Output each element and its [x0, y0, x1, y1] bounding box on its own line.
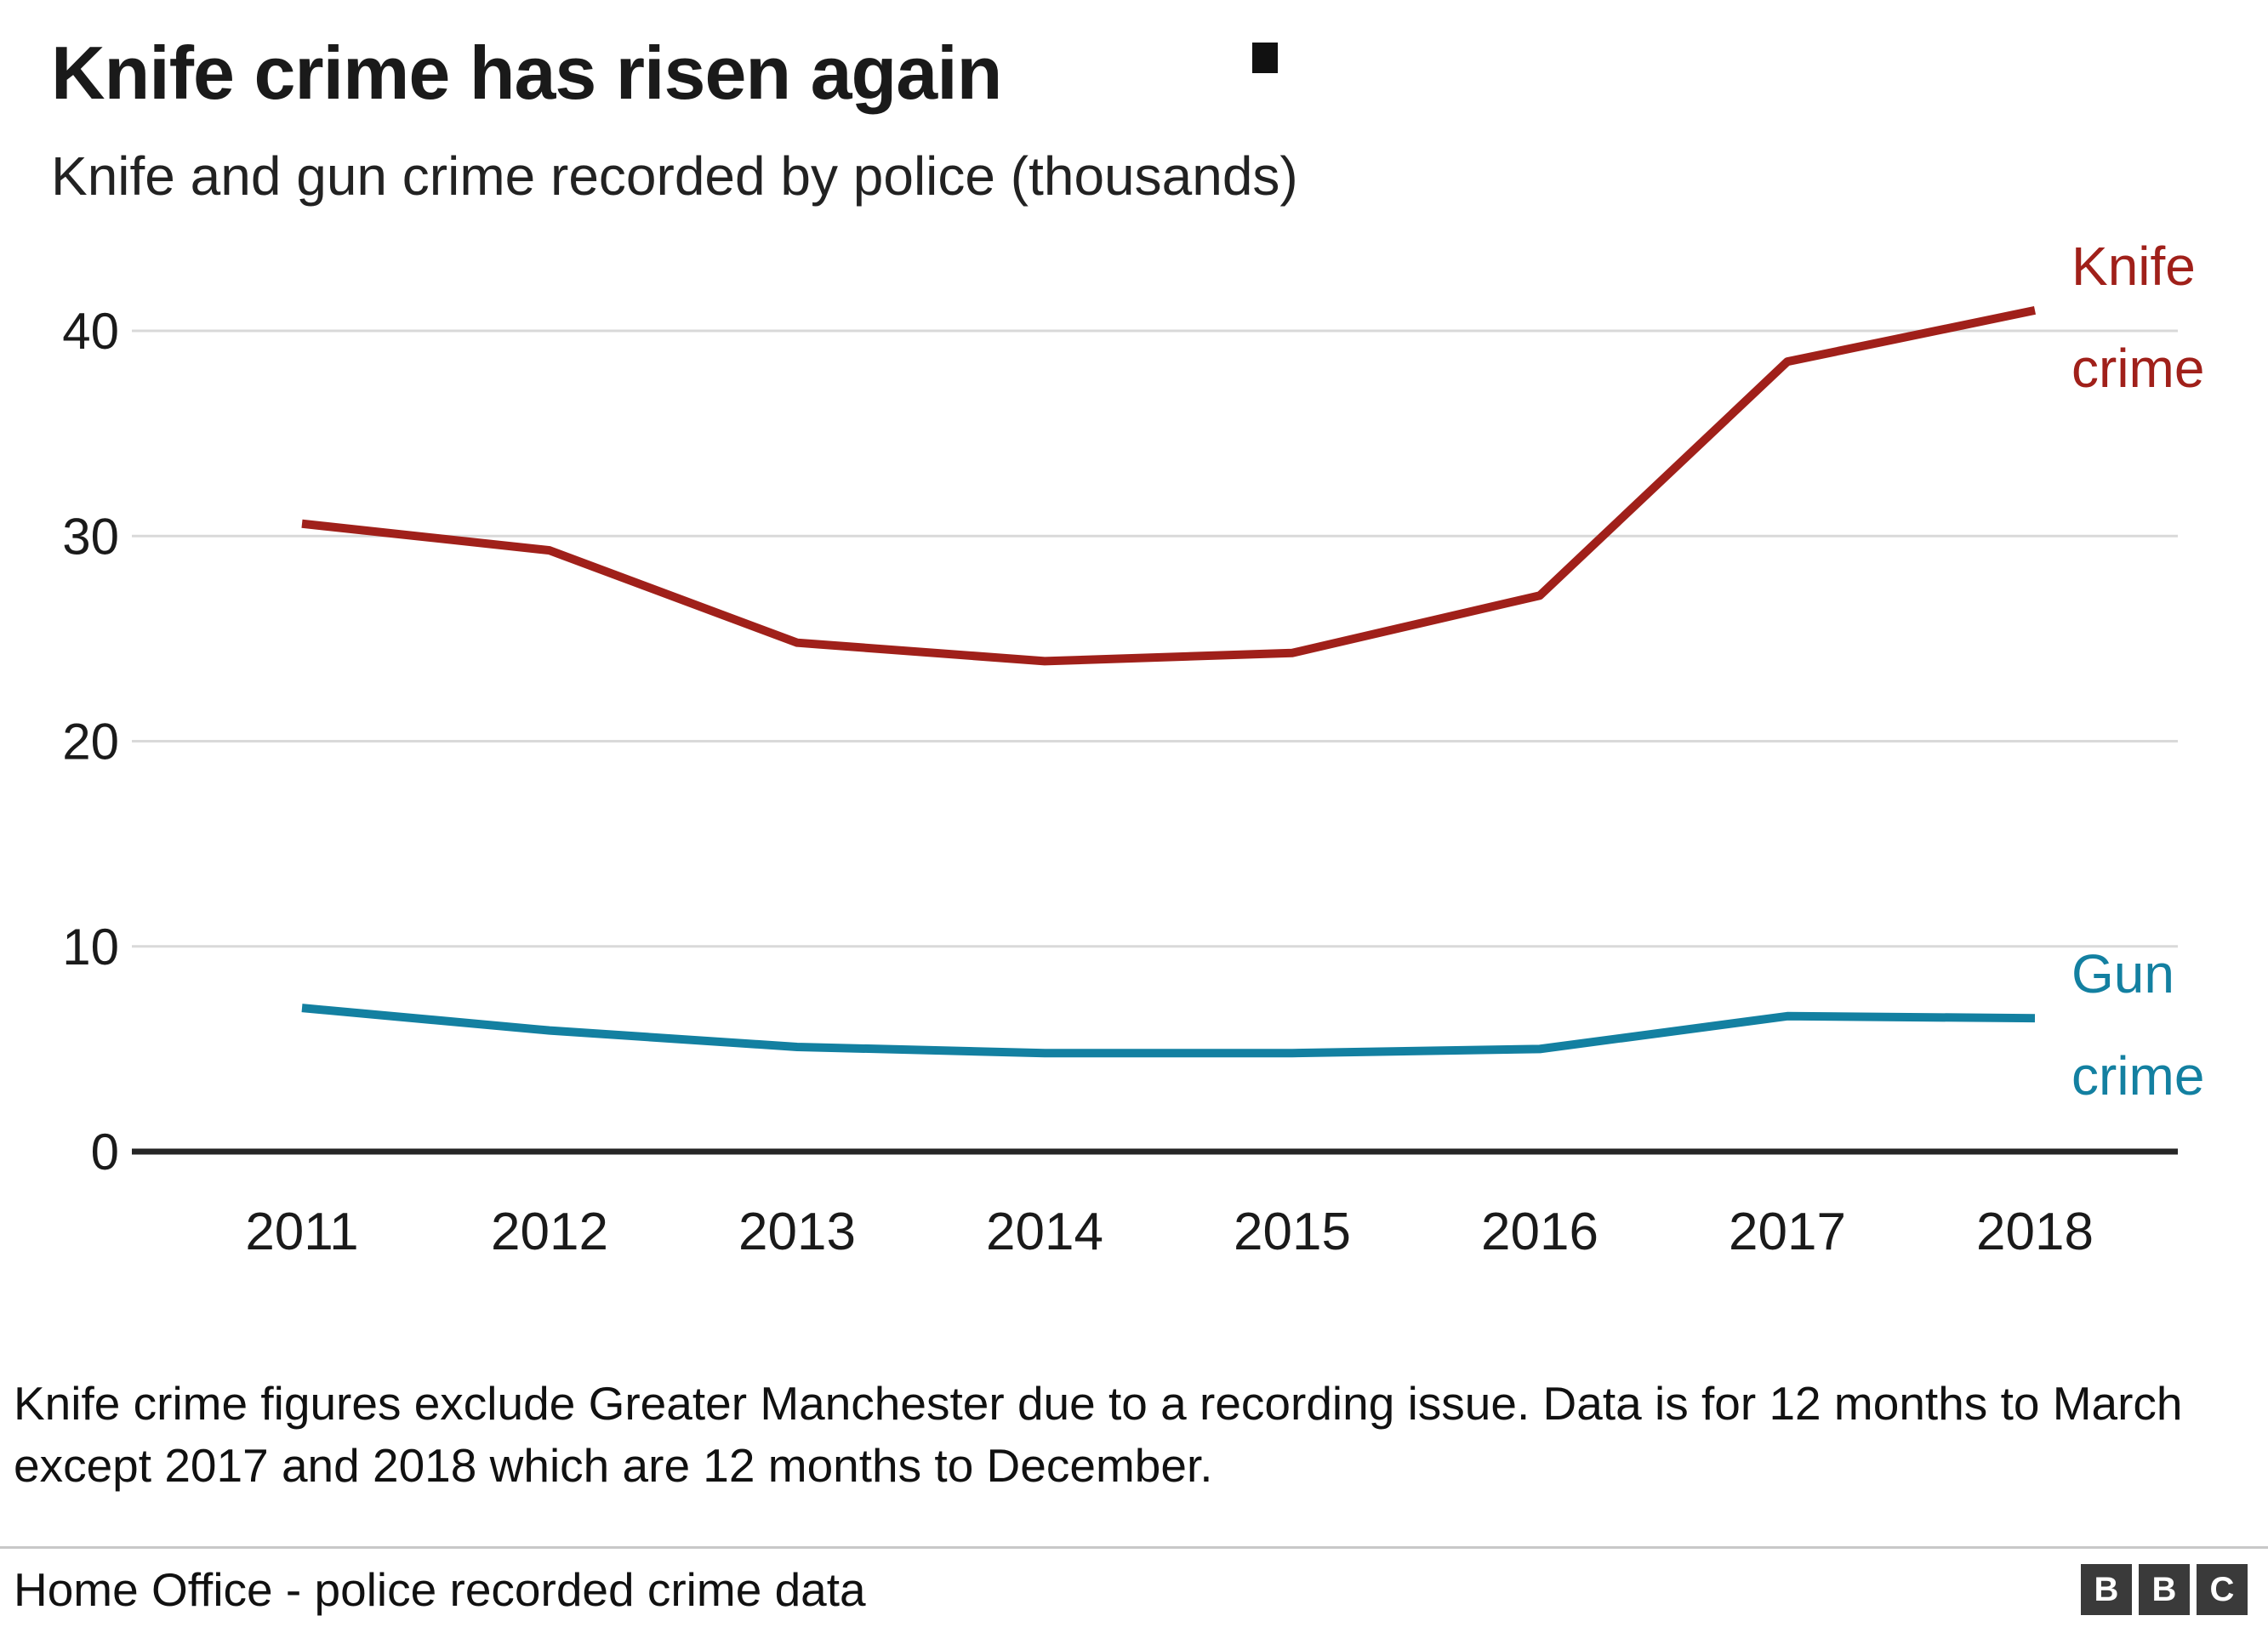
series-label-gun-crime: crime	[2071, 1046, 2204, 1107]
x-tick-label: 2016	[1481, 1203, 1598, 1261]
x-tick-label: 2015	[1234, 1203, 1351, 1261]
chart-source: Home Office - police recorded crime data	[14, 1563, 866, 1616]
chart-title: Knife crime has risen again	[51, 31, 1002, 115]
y-tick-label: 20	[62, 714, 119, 771]
unknown-artifact-mark	[1252, 43, 1278, 73]
y-tick-label: 30	[62, 509, 119, 566]
series-label-knife-crime: Knife	[2071, 236, 2196, 297]
y-tick-label: 10	[62, 919, 119, 976]
x-tick-label: 2017	[1729, 1203, 1846, 1261]
chart-subtitle: Knife and gun crime recorded by police (…	[51, 145, 1298, 207]
bbc-logo-letter: B	[2139, 1564, 2190, 1615]
chart-footnote: Knife crime figures exclude Greater Manc…	[14, 1377, 2183, 1492]
bbc-logo-letter: B	[2081, 1564, 2132, 1615]
source-row: Home Office - police recorded crime data…	[0, 1546, 2268, 1627]
x-tick-label: 2011	[245, 1203, 358, 1261]
bbc-logo: B B C	[2081, 1564, 2248, 1615]
bbc-logo-letter: C	[2197, 1564, 2248, 1615]
x-tick-label: 2014	[986, 1203, 1103, 1261]
x-tick-label: 2018	[1976, 1203, 2094, 1261]
y-tick-label: 40	[62, 303, 119, 360]
series-label-knife-crime: crime	[2071, 338, 2204, 399]
series-line-knife-crime	[301, 306, 2037, 666]
line-chart: 0 10 20 30 40 2011 2012 2013 2014 2015 2016 2017 201…	[62, 236, 2204, 1261]
series-label-gun-crime: Gun	[2071, 944, 2174, 1005]
x-tick-label: 2012	[491, 1203, 608, 1261]
x-tick-label: 2013	[738, 1203, 856, 1261]
series-line-gun-crime	[301, 1004, 2036, 1058]
y-tick-label: 0	[91, 1124, 119, 1180]
